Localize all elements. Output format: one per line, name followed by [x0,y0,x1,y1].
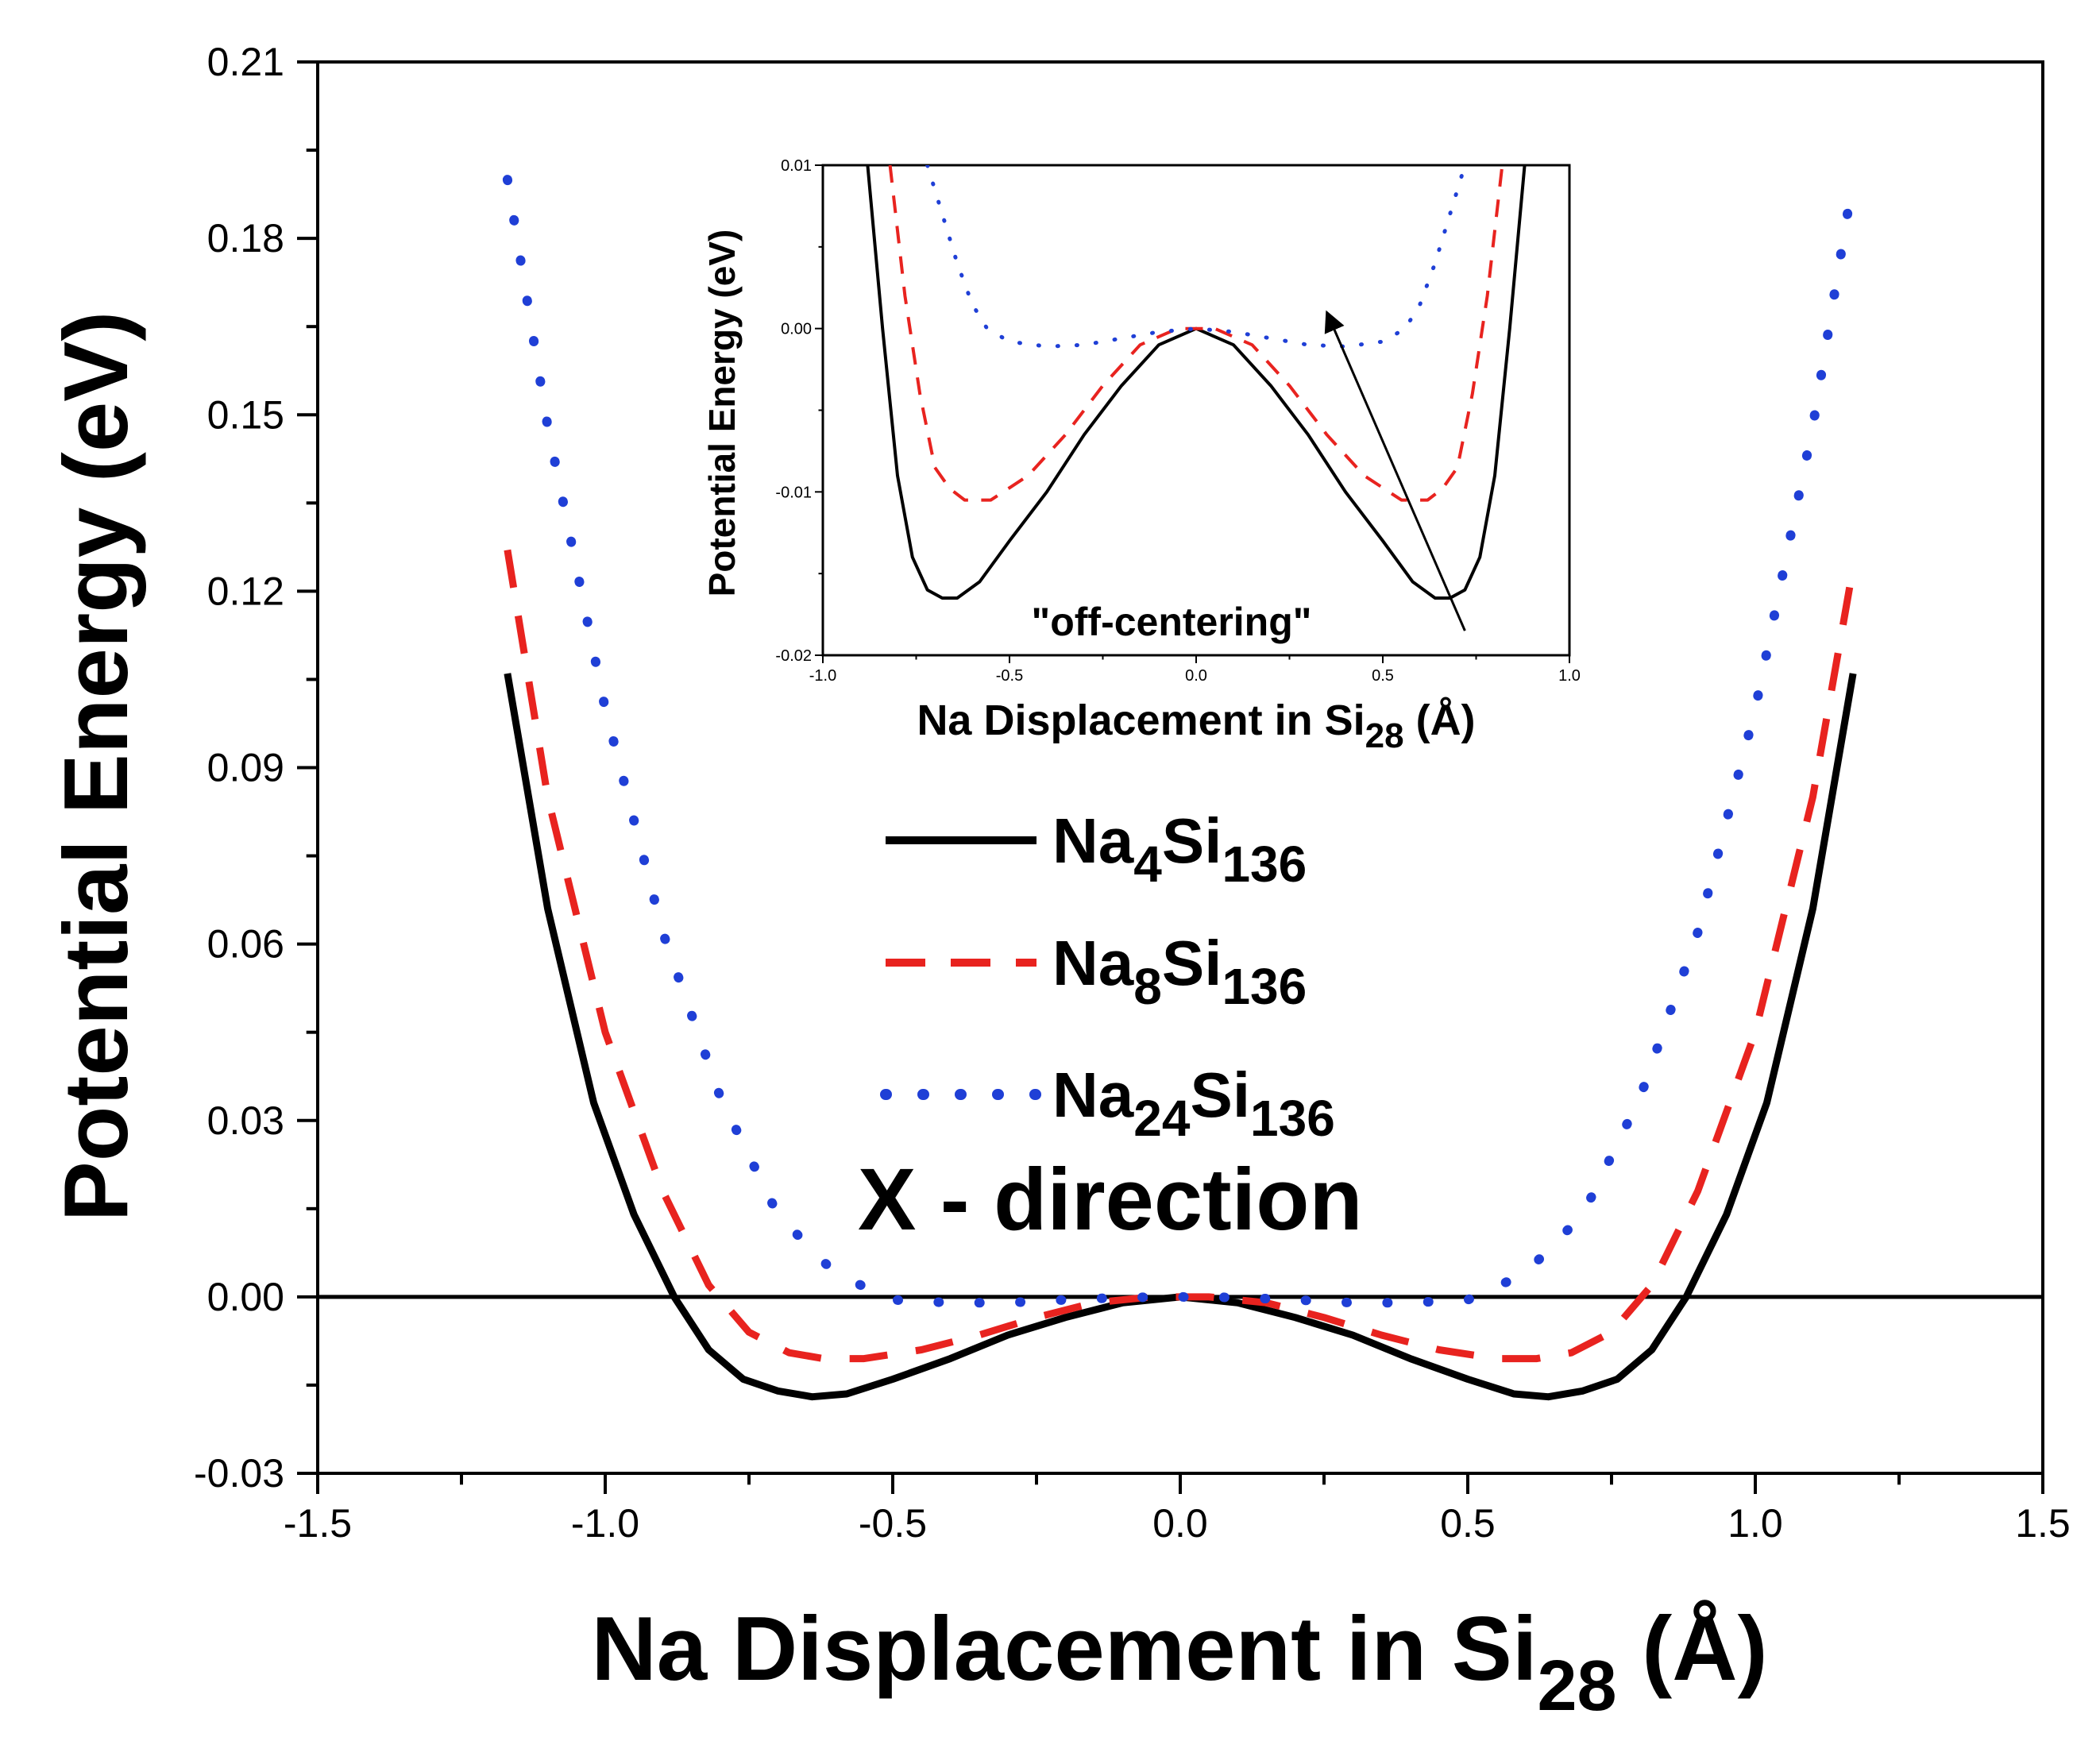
inset-y-tick-label: 0.01 [781,157,812,175]
legend-label-Na8Si136: Na8Si136 [1052,928,1307,1015]
main-y-tick-label: -0.03 [194,1451,284,1496]
main-x-tick-label: 0.5 [1440,1501,1496,1546]
main-y-tick-label: 0.15 [207,392,284,437]
x-direction-annotation: X - direction [858,1151,1363,1249]
inset-plot-frame [821,164,1571,657]
inset-y-tick-label: 0.00 [781,321,812,338]
main-x-tick-label: 1.5 [2015,1501,2071,1546]
main-x-tick-label: -0.5 [859,1501,927,1546]
legend: Na4Si136 Na8Si136 Na24Si136 [880,805,1335,1147]
y-axis-title: Potential Energy (eV) [46,311,147,1222]
inset-y-tick-label: -0.01 [775,484,812,501]
inset-series-line-Na24Si136 [925,165,1467,349]
main-x-tick-label: -1.5 [284,1501,352,1546]
main-y-tick-label: 0.03 [207,1098,284,1143]
legend-label-Na24Si136: Na24Si136 [1052,1060,1335,1147]
inset-x-tick-label: 0.0 [1185,667,1207,685]
main-x-tick-label: 0.0 [1152,1501,1208,1546]
main-x-tick-label: 1.0 [1727,1501,1783,1546]
off-centering-annotation: "off-centering" [1032,600,1312,644]
main-y-tick-label: 0.09 [207,746,284,790]
inset-x-tick-label: 0.5 [1372,667,1394,685]
inset-x-axis-title: Na Displacement in Si28 (Å) [917,697,1475,755]
legend-label-Na4Si136: Na4Si136 [1052,805,1307,893]
inset-plot: -1.0 -0.5 0.0 0.5 1.0 -0.02 -0.01 0.00 0.01 Na Di… [701,157,1581,755]
main-y-tick-label: 0.06 [207,922,284,967]
main-y-tick-label: 0.18 [207,216,284,261]
off-centering-arrow [1324,310,1466,631]
main-x-tick-label: -1.0 [571,1501,639,1546]
main-y-tick-label: 0.12 [207,569,284,613]
inset-x-tick-label: -1.0 [809,667,836,685]
main-series-line-Na24Si136 [502,175,1859,1308]
main-y-tick-label: 0.00 [207,1275,284,1319]
inset-series-line-Na8Si136 [888,165,1504,502]
x-axis-title: Na Displacement in Si28 (Å) [591,1599,1767,1726]
inset-y-axis-title: Potential Energy (eV) [701,230,743,597]
inset-x-tick-label: -0.5 [996,667,1023,685]
main-y-tick-label: 0.21 [207,40,284,84]
inset-x-tick-label: 1.0 [1558,667,1581,685]
inset-y-tick-label: -0.02 [775,647,812,665]
